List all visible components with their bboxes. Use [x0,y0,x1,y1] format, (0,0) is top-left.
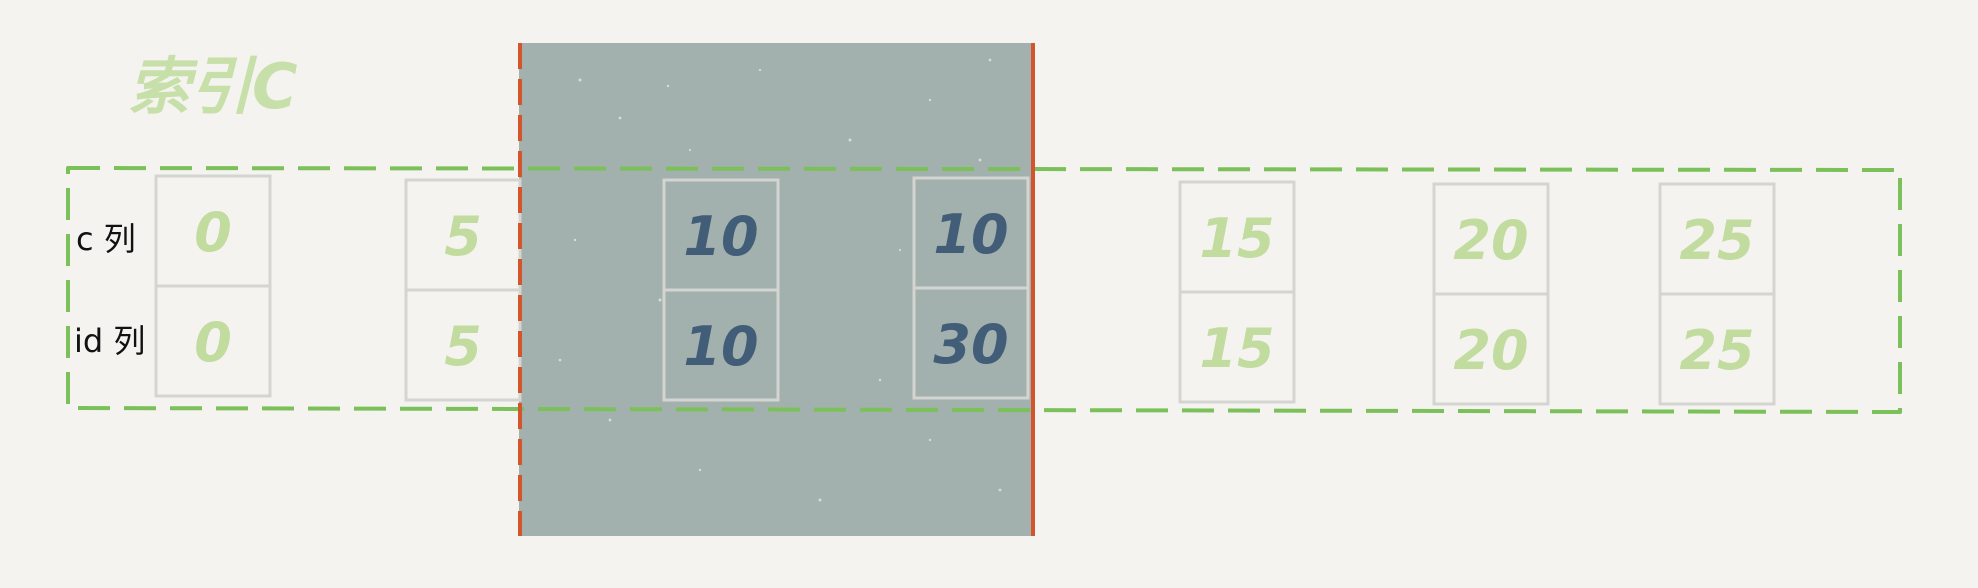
index-title: 索引C [128,50,298,123]
row-label-id: id 列 [74,322,145,360]
id-value: 15 [1199,317,1274,380]
id-value: 30 [933,313,1008,376]
c-value: 5 [444,205,482,268]
c-value: 25 [1679,209,1754,272]
c-value: 10 [933,203,1008,266]
c-value: 20 [1453,209,1528,272]
id-value: 10 [683,315,758,378]
c-value: 15 [1199,207,1274,270]
id-value: 20 [1453,319,1528,382]
id-value: 0 [194,311,232,374]
id-value: 5 [444,315,482,378]
c-value: 10 [683,205,758,268]
id-value: 25 [1679,319,1754,382]
c-value: 0 [194,201,232,264]
row-label-c: c 列 [76,220,136,258]
